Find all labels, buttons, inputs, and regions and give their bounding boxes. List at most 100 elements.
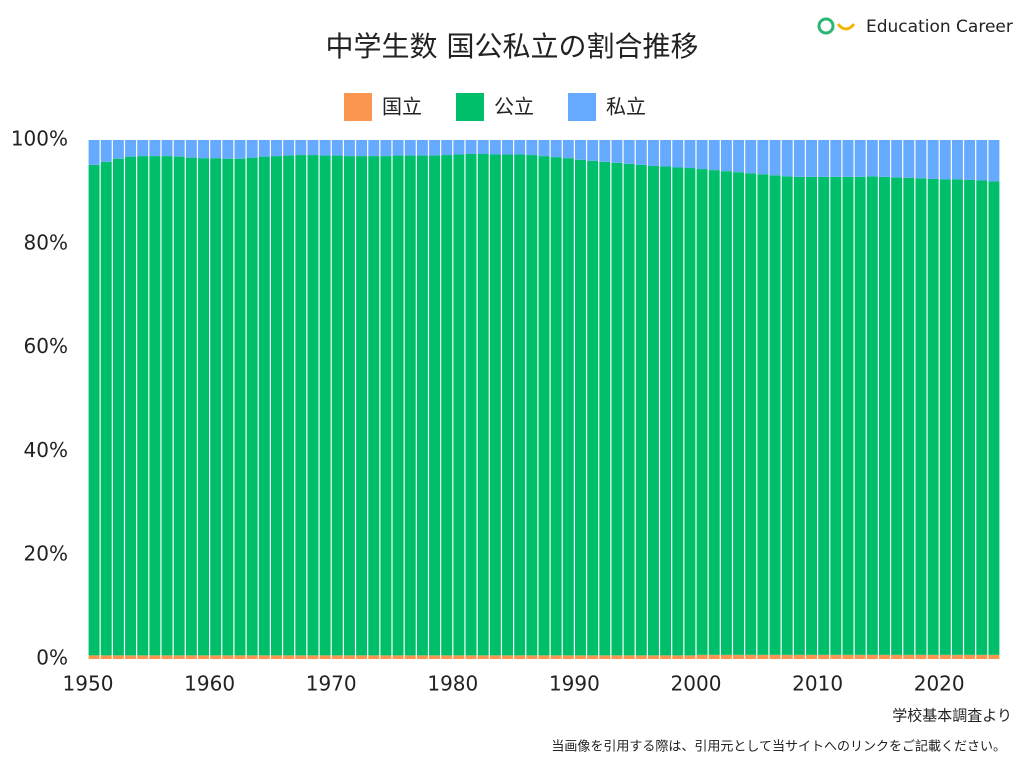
bar-segment [380,655,392,659]
bar-segment [684,168,696,656]
bar-segment [842,176,854,655]
bar-segment [125,156,137,656]
bar-segment [806,654,817,659]
bar-segment [441,155,453,656]
bar-segment [964,179,976,655]
bar-segment [198,655,209,659]
bar-segment [222,140,234,159]
bar-segment [891,140,903,178]
bar-segment [246,655,258,659]
legend-swatch [568,93,596,121]
bar-segment [708,654,720,659]
bar-segment [514,140,526,155]
bar-segment [380,156,392,656]
logo-text: Education Career [866,17,1013,37]
bar-segment [635,164,647,656]
bar-segment [331,140,343,156]
bar-segment [441,655,453,659]
bar-segment [514,655,526,659]
bar-segment [769,654,781,659]
bar-segment [489,655,501,659]
bar-segment [854,140,866,177]
bar-segment [660,655,672,659]
bar-segment [149,156,161,656]
legend-label: 私立 [606,95,646,119]
bar-segment [319,155,331,656]
bar-segment [647,655,659,659]
bar-segment [830,140,842,177]
bar-segment [562,158,574,656]
bar-segment [915,140,927,179]
bar-segment [295,655,307,659]
bar-segment [538,156,550,656]
bar-segment [951,140,963,180]
bar-segment [416,140,428,156]
bar-segment [866,140,878,177]
bar-segment [526,655,538,659]
bar-segment [404,655,416,659]
bar-segment [319,140,331,156]
bar-segment [283,655,295,659]
bar-segment [185,655,197,659]
bar-segment [733,140,745,173]
bar-segment [696,140,708,170]
bar-segment [88,655,100,659]
bar-segment [307,155,319,656]
source: 学校基本調査より [892,707,1012,725]
bar-segment [769,175,781,655]
bar-segment [356,655,368,659]
bar-segment [502,154,513,656]
logo: Education Career [817,17,1013,37]
bar-segment [903,177,915,655]
bar-segment [745,140,757,174]
bar-segment [465,140,477,155]
bar-segment [271,655,282,659]
bar-segment [781,176,793,655]
bar-segment [429,655,441,659]
bar-segment [246,140,258,158]
bar-segment [173,655,185,659]
bar-segment [441,140,453,156]
bar-segment [173,156,185,656]
bar-segment [185,157,197,656]
bar-segment [745,654,757,659]
bar-segment [830,654,842,659]
bar-segment [271,156,282,656]
bar-segment [769,140,781,176]
legend-swatch [344,93,372,121]
bar-segment [416,655,428,659]
bar-segment [198,140,209,159]
bar-segment [842,654,854,659]
bar-segment [137,655,149,659]
bar-segment [100,140,112,162]
bar-segment [951,654,963,659]
y-tick-label: 60% [24,334,68,358]
x-tick-label: 1960 [184,672,235,696]
bar-segment [112,655,124,659]
bar-segment [733,654,745,659]
bar-segment [392,655,404,659]
bar-segment [149,140,161,157]
bar-segment [368,156,380,656]
bar-segment [781,654,793,659]
bar-segment [927,178,939,655]
bar-segment [185,140,197,158]
bar-segment [660,140,672,167]
bar-segment [295,155,307,656]
bar-segment [88,164,100,656]
bar-segment [416,155,428,656]
bar-segment [611,655,623,659]
bar-segment [976,140,988,181]
legend-swatch [456,93,484,121]
bar-segment [745,173,757,655]
bar-segment [575,655,586,659]
bar-segment [161,655,173,659]
bar-segment [708,170,720,655]
bar-segment [854,654,866,659]
bar-segment [562,140,574,159]
bar-segment [696,654,708,659]
bar-segment [550,157,562,656]
bar-segment [112,158,124,656]
y-tick-label: 0% [36,646,68,670]
bar-segment [125,140,137,157]
